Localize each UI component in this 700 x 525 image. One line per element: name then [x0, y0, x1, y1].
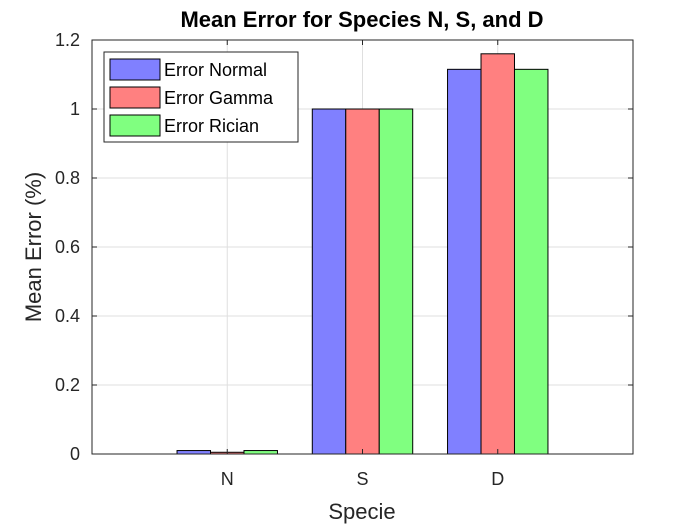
- legend-swatch-normal: [109, 58, 161, 81]
- x-tick-label: S: [356, 469, 368, 489]
- axis-ticks: 0 0.2 0.4 0.6 0.8 1 1.2 N S D: [55, 30, 633, 489]
- bar-n-series-1: [176, 450, 212, 455]
- chart-title: Mean Error for Species N, S, and D: [180, 7, 543, 32]
- y-tick-label: 0.4: [55, 306, 80, 326]
- legend-label-rician: Error Rician: [164, 116, 259, 136]
- bar-d-series-1: [447, 68, 482, 455]
- bar-n-series-3: [243, 450, 278, 455]
- legend: Error Normal Error Gamma Error Rician: [103, 51, 299, 143]
- legend-label-normal: Error Normal: [164, 60, 267, 80]
- bar-s-series-1: [311, 108, 347, 455]
- bars: [176, 53, 549, 455]
- bar-s-series-2: [345, 108, 380, 455]
- x-tick-label: D: [491, 469, 504, 489]
- y-tick-label: 0: [70, 444, 80, 464]
- bar-d-series-2: [480, 53, 515, 455]
- x-axis-label: Specie: [328, 499, 395, 524]
- y-axis-label: Mean Error (%): [21, 172, 46, 322]
- legend-label-gamma: Error Gamma: [164, 88, 274, 108]
- y-tick-label: 0.8: [55, 168, 80, 188]
- x-tick-label: N: [221, 469, 234, 489]
- y-tick-label: 0.2: [55, 375, 80, 395]
- bar-d-series-3: [513, 68, 549, 455]
- bar-s-series-3: [378, 108, 414, 455]
- y-tick-label: 1.2: [55, 30, 80, 50]
- y-tick-label: 0.6: [55, 237, 80, 257]
- y-tick-label: 1: [70, 99, 80, 119]
- legend-swatch-rician: [109, 114, 161, 137]
- legend-swatch-gamma: [109, 86, 161, 109]
